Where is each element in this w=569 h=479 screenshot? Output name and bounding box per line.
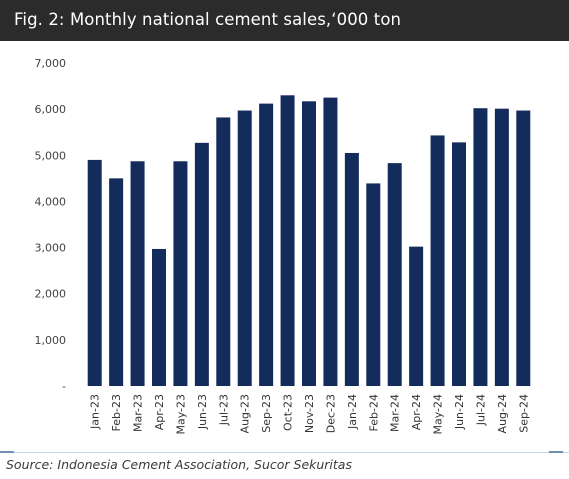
bar-may-24 [430, 135, 445, 386]
bar-sep-23 [259, 103, 274, 387]
y-tick-label: 7,000 [35, 57, 67, 70]
bar-mar-24 [387, 163, 402, 386]
y-tick-label: 6,000 [35, 103, 67, 116]
bar-nov-23 [302, 101, 316, 387]
bar-oct-23 [280, 95, 295, 387]
x-tick-label: Jul-24 [474, 394, 487, 426]
bar-jun-24 [452, 142, 466, 386]
bar-series [87, 95, 531, 387]
title-bar: Fig. 2: Monthly national cement sales,‘0… [0, 0, 569, 41]
y-axis: - 1,000 2,000 3,000 4,000 5,000 6,000 7,000 [35, 57, 67, 393]
bar-jan-23 [87, 159, 102, 386]
y-tick-label: 1,000 [35, 334, 67, 347]
bar-jul-23 [216, 117, 231, 386]
bar-sep-24 [516, 110, 531, 386]
x-tick-label: Oct-23 [282, 394, 295, 431]
divider-accent-right [549, 451, 563, 453]
bar-jan-24 [344, 152, 359, 386]
x-tick-label: Aug-24 [496, 394, 509, 433]
x-tick-label: May-23 [174, 394, 187, 435]
y-tick-label: 5,000 [35, 149, 67, 162]
bar-aug-24 [494, 108, 509, 387]
x-tick-label: Jul-23 [217, 394, 230, 426]
divider-accent-left [0, 451, 14, 453]
x-tick-label: Apr-23 [153, 394, 166, 430]
bar-dec-23 [323, 97, 338, 387]
x-tick-label: Mar-23 [132, 394, 145, 432]
x-tick-label: Sep-23 [260, 394, 273, 433]
y-tick-label: 4,000 [35, 195, 67, 208]
bar-chart: - 1,000 2,000 3,000 4,000 5,000 6,000 7,000 Jan… [35, 57, 531, 435]
bar-jul-24 [473, 108, 488, 386]
y-tick-label: 3,000 [35, 242, 67, 255]
bar-mar-23 [130, 161, 145, 386]
x-tick-label: Jan-24 [346, 394, 359, 430]
x-tick-label: Aug-23 [239, 394, 252, 433]
x-tick-label: Sep-24 [517, 394, 530, 433]
bar-may-23 [173, 161, 188, 386]
source-note: Source: Indonesia Cement Association, Su… [6, 457, 352, 472]
bar-aug-23 [237, 110, 252, 386]
bar-apr-23 [152, 248, 166, 386]
bar-feb-24 [366, 183, 381, 386]
figure-title: Fig. 2: Monthly national cement sales,‘0… [14, 10, 402, 29]
bar-feb-23 [109, 178, 124, 386]
x-tick-label: Nov-23 [303, 394, 316, 433]
x-axis: Jan-23 Feb-23 Mar-23 Apr-23 May-23 Jun-23 Jul-… [89, 394, 531, 435]
x-tick-label: Dec-23 [324, 394, 337, 433]
x-tick-label: Jun-23 [196, 394, 209, 430]
y-tick-label: - [62, 380, 66, 393]
x-tick-label: May-24 [432, 394, 445, 435]
y-tick-label: 2,000 [35, 288, 67, 301]
bar-jun-23 [194, 142, 209, 386]
x-tick-label: Feb-24 [367, 394, 380, 431]
footer-divider [0, 452, 569, 453]
x-tick-label: Jan-23 [89, 394, 102, 430]
x-tick-label: Jun-24 [453, 394, 466, 430]
x-tick-label: Feb-23 [110, 394, 123, 431]
x-tick-label: Apr-24 [410, 394, 423, 430]
x-tick-label: Mar-24 [389, 394, 402, 432]
bar-apr-24 [409, 246, 424, 386]
